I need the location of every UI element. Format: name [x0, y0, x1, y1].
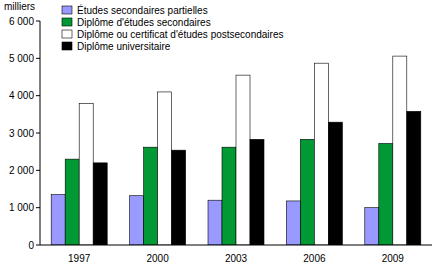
- legend-label: Diplôme universitaire: [77, 41, 171, 52]
- bar: [236, 75, 250, 245]
- bar: [365, 208, 379, 245]
- y-tick-label: 4 000: [9, 90, 34, 101]
- x-tick-label: 2006: [303, 253, 326, 264]
- y-tick: [36, 170, 40, 171]
- y-tick: [36, 58, 40, 59]
- x-tick-label: 2003: [225, 253, 248, 264]
- y-tick-label: 3 000: [9, 128, 34, 139]
- legend-swatch: [62, 18, 72, 26]
- x-tick-label: 1997: [68, 253, 91, 264]
- bar: [172, 150, 186, 245]
- x-tick-label: 2009: [382, 253, 405, 264]
- y-tick-label: 5 000: [9, 53, 34, 64]
- y-tick: [36, 207, 40, 208]
- y-tick-label: 1 000: [9, 202, 34, 213]
- legend-swatch: [62, 30, 72, 38]
- bar: [208, 200, 222, 245]
- y-tick-label: 0: [28, 240, 34, 251]
- legend-swatch: [62, 42, 72, 50]
- bar: [144, 147, 158, 245]
- y-tick: [36, 95, 40, 96]
- bar: [300, 139, 314, 245]
- chart: milliers 0 1 000 2 000 3 000 4 000 5 000 6 000 1…: [0, 0, 436, 271]
- x-tick-label: 2000: [146, 253, 169, 264]
- y-tick: [36, 245, 40, 246]
- bar: [407, 111, 421, 245]
- bars: [51, 56, 421, 245]
- bar: [314, 63, 328, 245]
- y-tick: [36, 133, 40, 134]
- bar: [158, 92, 172, 245]
- bar: [250, 139, 264, 245]
- bar: [393, 56, 407, 245]
- bar: [130, 196, 144, 245]
- bar: [379, 143, 393, 245]
- x-axis: [40, 245, 432, 246]
- bar: [93, 163, 107, 245]
- y-tick: [36, 21, 40, 22]
- y-tick-label: 2 000: [9, 165, 34, 176]
- legend-swatch: [62, 6, 72, 14]
- bar: [222, 147, 236, 245]
- y-axis-label: milliers: [4, 1, 35, 12]
- bar: [79, 104, 93, 245]
- bar: [65, 159, 79, 245]
- y-tick-label: 6 000: [9, 16, 34, 27]
- chart-container: milliers 0 1 000 2 000 3 000 4 000 5 000 6 000 1…: [0, 0, 436, 271]
- legend-label: Diplôme d'études secondaires: [77, 17, 211, 28]
- legend-label: Études secondaires partielles: [77, 4, 208, 16]
- y-axis: [40, 21, 41, 245]
- bar: [51, 195, 65, 245]
- bar: [328, 122, 342, 245]
- legend-label: Diplôme ou certificat d'études postsecon…: [77, 29, 283, 40]
- bar: [286, 201, 300, 245]
